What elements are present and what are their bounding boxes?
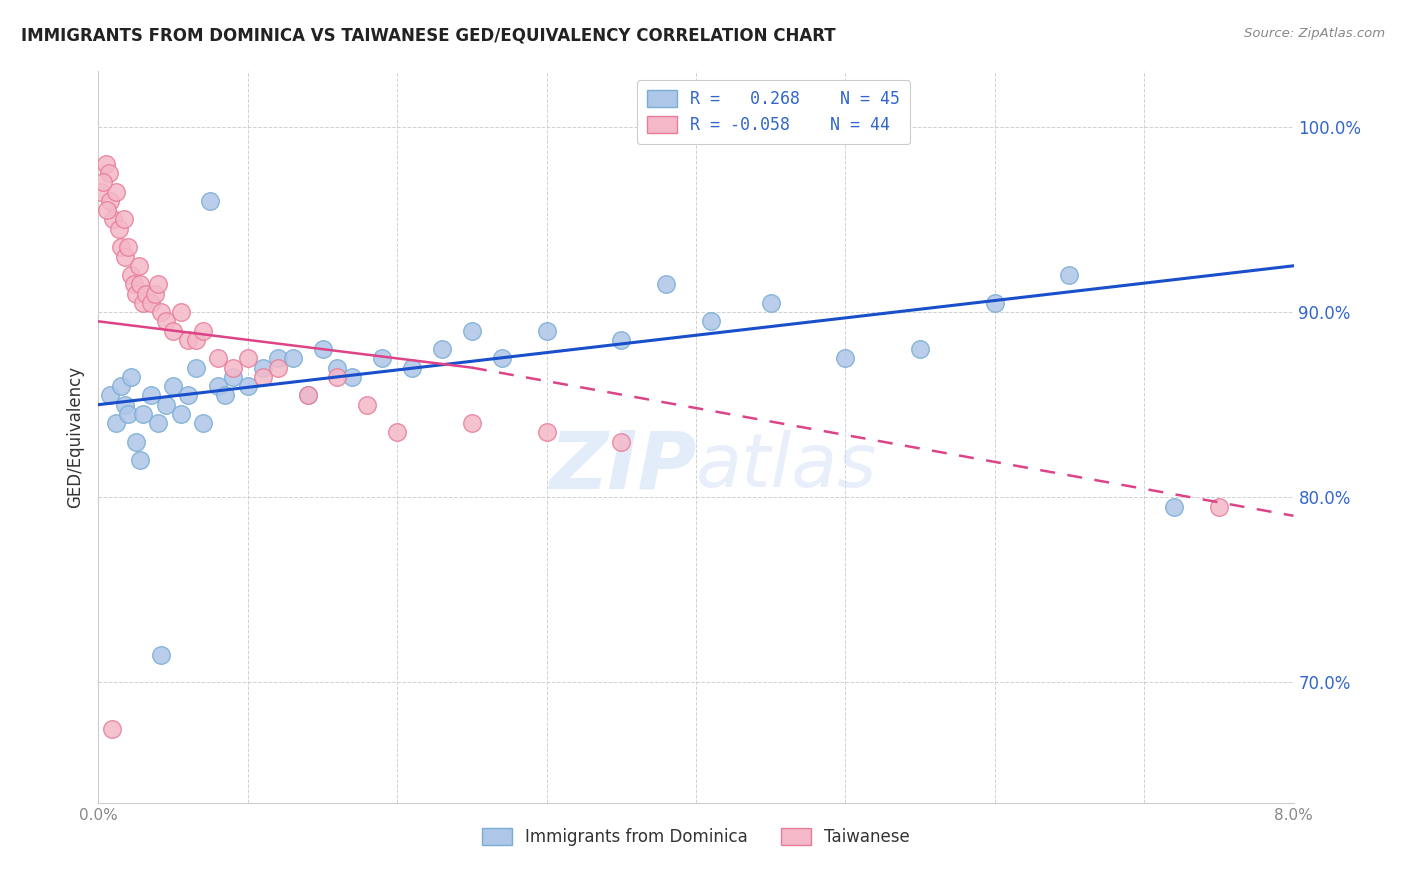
Point: [236, 351, 259, 366]
Point: [117, 407, 139, 421]
Point: [177, 388, 200, 402]
Point: [112, 212, 135, 227]
Point: [108, 221, 131, 235]
Text: Source: ZipAtlas.com: Source: ZipAtlas.com: [1244, 27, 1385, 40]
Point: [177, 333, 200, 347]
Point: [120, 268, 142, 282]
Point: [834, 351, 856, 366]
Point: [356, 398, 378, 412]
Point: [1163, 500, 1185, 514]
Point: [252, 360, 274, 375]
Point: [222, 360, 245, 375]
Point: [98, 388, 122, 402]
Point: [326, 360, 349, 375]
Point: [191, 324, 214, 338]
Point: [610, 333, 633, 347]
Point: [461, 416, 484, 430]
Point: [191, 416, 214, 430]
Point: [759, 295, 782, 310]
Point: [267, 351, 290, 366]
Point: [114, 250, 136, 264]
Text: ZIP: ZIP: [548, 427, 696, 506]
Point: [1059, 268, 1081, 282]
Point: [311, 342, 333, 356]
Point: [371, 351, 394, 366]
Point: [91, 176, 114, 190]
Point: [252, 370, 274, 384]
Point: [207, 379, 229, 393]
Point: [297, 388, 319, 402]
Point: [461, 324, 484, 338]
Legend: Immigrants from Dominica, Taiwanese: Immigrants from Dominica, Taiwanese: [475, 822, 917, 853]
Point: [162, 324, 184, 338]
Point: [148, 277, 170, 292]
Point: [297, 388, 319, 402]
Point: [385, 425, 409, 440]
Point: [984, 295, 1007, 310]
Point: [200, 194, 222, 208]
Point: [610, 434, 633, 449]
Point: [103, 212, 125, 227]
Text: IMMIGRANTS FROM DOMINICA VS TAIWANESE GED/EQUIVALENCY CORRELATION CHART: IMMIGRANTS FROM DOMINICA VS TAIWANESE GE…: [21, 27, 835, 45]
Point: [114, 398, 136, 412]
Point: [267, 360, 290, 375]
Point: [124, 277, 146, 292]
Point: [125, 286, 148, 301]
Point: [117, 240, 139, 254]
Point: [326, 370, 349, 384]
Point: [207, 351, 229, 366]
Point: [120, 370, 142, 384]
Point: [1208, 500, 1230, 514]
Point: [139, 388, 162, 402]
Point: [110, 379, 132, 393]
Point: [129, 453, 152, 467]
Point: [143, 286, 166, 301]
Point: [97, 166, 120, 180]
Point: [150, 648, 173, 662]
Point: [94, 157, 117, 171]
Point: [96, 203, 118, 218]
Point: [101, 722, 124, 736]
Point: [184, 360, 207, 375]
Point: [491, 351, 513, 366]
Point: [342, 370, 364, 384]
Point: [98, 194, 122, 208]
Point: [155, 398, 177, 412]
Point: [132, 407, 155, 421]
Point: [700, 314, 723, 328]
Point: [110, 240, 132, 254]
Point: [135, 286, 157, 301]
Point: [655, 277, 678, 292]
Point: [105, 185, 128, 199]
Point: [148, 416, 170, 430]
Point: [132, 295, 155, 310]
Point: [536, 425, 558, 440]
Point: [129, 277, 152, 292]
Point: [162, 379, 184, 393]
Point: [169, 407, 191, 421]
Point: [908, 342, 931, 356]
Text: atlas: atlas: [696, 430, 877, 502]
Point: [139, 295, 162, 310]
Point: [128, 259, 150, 273]
Point: [236, 379, 259, 393]
Point: [125, 434, 148, 449]
Point: [401, 360, 423, 375]
Point: [150, 305, 173, 319]
Point: [90, 185, 112, 199]
Point: [169, 305, 191, 319]
Point: [536, 324, 558, 338]
Point: [105, 416, 128, 430]
Point: [222, 370, 245, 384]
Point: [430, 342, 453, 356]
Y-axis label: GED/Equivalency: GED/Equivalency: [66, 366, 84, 508]
Point: [184, 333, 207, 347]
Point: [155, 314, 177, 328]
Point: [214, 388, 236, 402]
Point: [281, 351, 304, 366]
